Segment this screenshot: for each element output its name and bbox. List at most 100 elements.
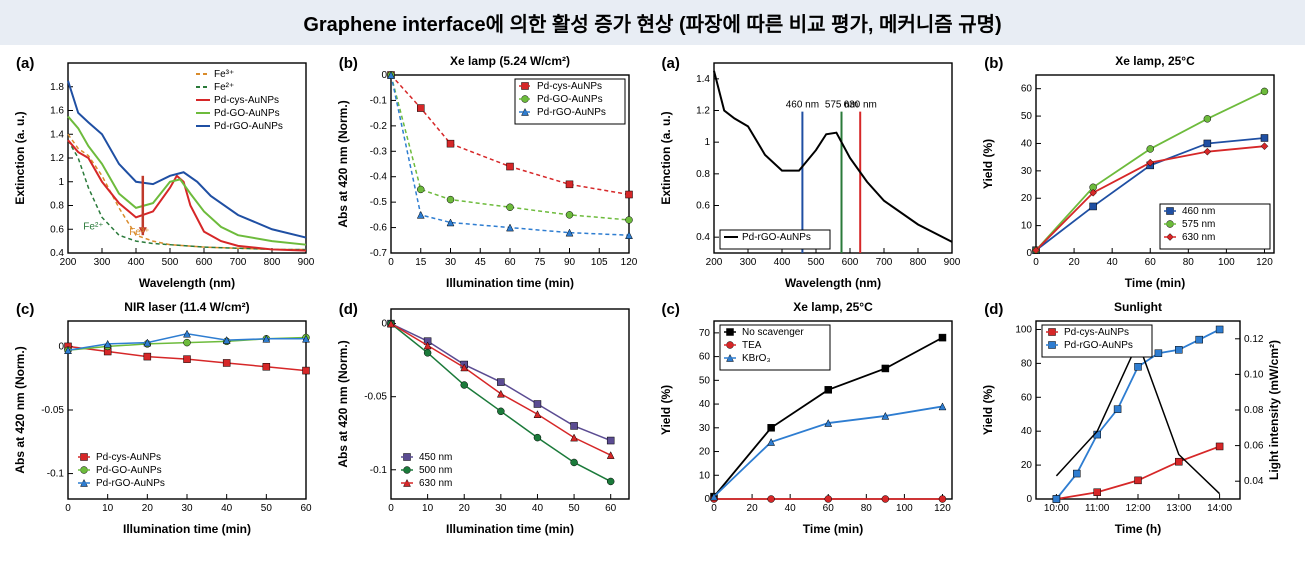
svg-text:40: 40 [221,503,233,514]
svg-text:Extinction (a. u.): Extinction (a. u.) [13,111,27,204]
svg-text:Pd-GO-AuNPs: Pd-GO-AuNPs [214,108,280,119]
chart-grid: (a)2003004005006007008009000.40.60.811.2… [0,45,1305,547]
svg-text:Pd-rGO-AuNPs: Pd-rGO-AuNPs [96,478,165,489]
svg-text:0: 0 [704,494,710,505]
svg-text:Light intensity (mW/cm²): Light intensity (mW/cm²) [1267,340,1281,480]
svg-text:Time (h): Time (h) [1115,522,1161,536]
svg-text:0: 0 [1033,257,1039,268]
svg-text:60: 60 [1021,392,1033,403]
svg-text:Abs at 420 nm (Norm.): Abs at 420 nm (Norm.) [13,346,27,473]
svg-text:11:00: 11:00 [1085,503,1110,514]
svg-text:Fe³⁺: Fe³⁺ [129,227,149,238]
svg-text:20: 20 [1021,193,1033,204]
svg-text:20: 20 [142,503,154,514]
svg-text:NIR laser (11.4 W/cm²): NIR laser (11.4 W/cm²) [124,300,249,314]
svg-text:Yield (%): Yield (%) [981,139,995,189]
svg-text:15: 15 [415,257,427,268]
svg-text:TEA: TEA [742,340,762,351]
svg-text:100: 100 [1016,324,1033,335]
svg-text:Illumination time (min): Illumination time (min) [446,276,574,290]
svg-text:40: 40 [698,399,710,410]
page-title: Graphene interface에 의한 활성 증가 현상 (파장에 따른 … [0,0,1305,45]
svg-text:13:00: 13:00 [1167,503,1192,514]
svg-text:1: 1 [58,177,64,188]
svg-text:900: 900 [298,257,315,268]
svg-text:40: 40 [532,503,544,514]
svg-text:630 nm: 630 nm [419,478,452,489]
svg-text:105: 105 [591,257,608,268]
panel-L-a: (a)2003004005006007008009000.40.60.811.2… [10,53,327,293]
svg-text:0.4: 0.4 [696,232,710,243]
svg-text:50: 50 [698,375,710,386]
svg-text:0: 0 [65,503,71,514]
svg-text:30: 30 [495,503,507,514]
svg-text:630 nm: 630 nm [1182,232,1215,243]
svg-text:40: 40 [1021,138,1033,149]
panel-tag: (c) [16,301,34,318]
svg-text:Wavelength (nm): Wavelength (nm) [139,276,235,290]
svg-text:80: 80 [1021,358,1033,369]
svg-text:120: 120 [620,257,637,268]
svg-text:0.10: 0.10 [1244,369,1264,380]
svg-text:60: 60 [1145,257,1157,268]
svg-text:Pd-cys-AuNPs: Pd-cys-AuNPs [214,95,279,106]
svg-text:Pd-cys-AuNPs: Pd-cys-AuNPs [96,452,161,463]
svg-text:700: 700 [875,257,892,268]
svg-text:-0.2: -0.2 [370,121,388,132]
panel-tag: (a) [16,55,34,72]
svg-text:0: 0 [1027,494,1033,505]
svg-text:Pd-rGO-AuNPs: Pd-rGO-AuNPs [537,107,606,118]
svg-text:KBrO₃: KBrO₃ [742,353,771,364]
svg-text:Xe lamp, 25°C: Xe lamp, 25°C [793,300,873,314]
svg-text:10:00: 10:00 [1044,503,1069,514]
svg-text:800: 800 [909,257,926,268]
svg-text:0: 0 [58,341,64,352]
svg-text:Wavelength (nm): Wavelength (nm) [784,276,880,290]
svg-text:Fe²⁺: Fe²⁺ [83,221,103,232]
svg-text:10: 10 [698,470,710,481]
svg-text:Illumination time (min): Illumination time (min) [123,522,251,536]
svg-text:300: 300 [739,257,756,268]
panel-tag: (b) [339,55,358,72]
panel-tag: (c) [662,301,680,318]
svg-text:20: 20 [746,503,758,514]
svg-text:-0.3: -0.3 [370,146,388,157]
svg-text:Abs at 420 nm (Norm.): Abs at 420 nm (Norm.) [336,100,350,227]
panel-R-a: (a)2003004005006007008009000.40.60.811.2… [656,53,973,293]
svg-text:0.06: 0.06 [1244,441,1264,452]
svg-text:0.4: 0.4 [50,248,64,259]
svg-text:1.4: 1.4 [696,74,710,85]
svg-text:200: 200 [705,257,722,268]
svg-text:460 nm: 460 nm [785,100,818,111]
svg-text:0.6: 0.6 [50,224,64,235]
svg-text:0.8: 0.8 [50,201,64,212]
svg-text:90: 90 [564,257,576,268]
svg-text:-0.5: -0.5 [370,197,388,208]
svg-text:300: 300 [94,257,111,268]
svg-text:120: 120 [1256,257,1273,268]
panel-R-d: (d)10:0011:0012:0013:0014:00020406080100… [978,299,1295,539]
panel-tag: (d) [339,301,358,318]
svg-text:10: 10 [422,503,434,514]
svg-text:14:00: 14:00 [1207,503,1232,514]
svg-text:Time (min): Time (min) [1125,276,1185,290]
svg-text:30: 30 [445,257,457,268]
svg-text:460 nm: 460 nm [1182,206,1215,217]
svg-text:60: 60 [504,257,516,268]
svg-text:0.12: 0.12 [1244,334,1264,345]
svg-text:Pd-cys-AuNPs: Pd-cys-AuNPs [537,81,602,92]
svg-text:No scavenger: No scavenger [742,327,804,338]
svg-text:Abs at 420 nm (Norm.): Abs at 420 nm (Norm.) [336,340,350,467]
svg-text:Pd-GO-AuNPs: Pd-GO-AuNPs [96,465,162,476]
panel-tag: (d) [984,301,1003,318]
svg-text:10: 10 [1021,221,1033,232]
panel-L-d: (d)0102030405060-0.1-0.050Illumination t… [333,299,650,539]
svg-text:20: 20 [1069,257,1081,268]
svg-text:Fe³⁺: Fe³⁺ [214,69,234,80]
svg-text:10: 10 [102,503,114,514]
svg-text:1.8: 1.8 [50,82,64,93]
svg-text:1: 1 [704,137,710,148]
svg-text:575 nm: 575 nm [1182,219,1215,230]
svg-text:500 nm: 500 nm [419,465,452,476]
svg-text:500: 500 [807,257,824,268]
